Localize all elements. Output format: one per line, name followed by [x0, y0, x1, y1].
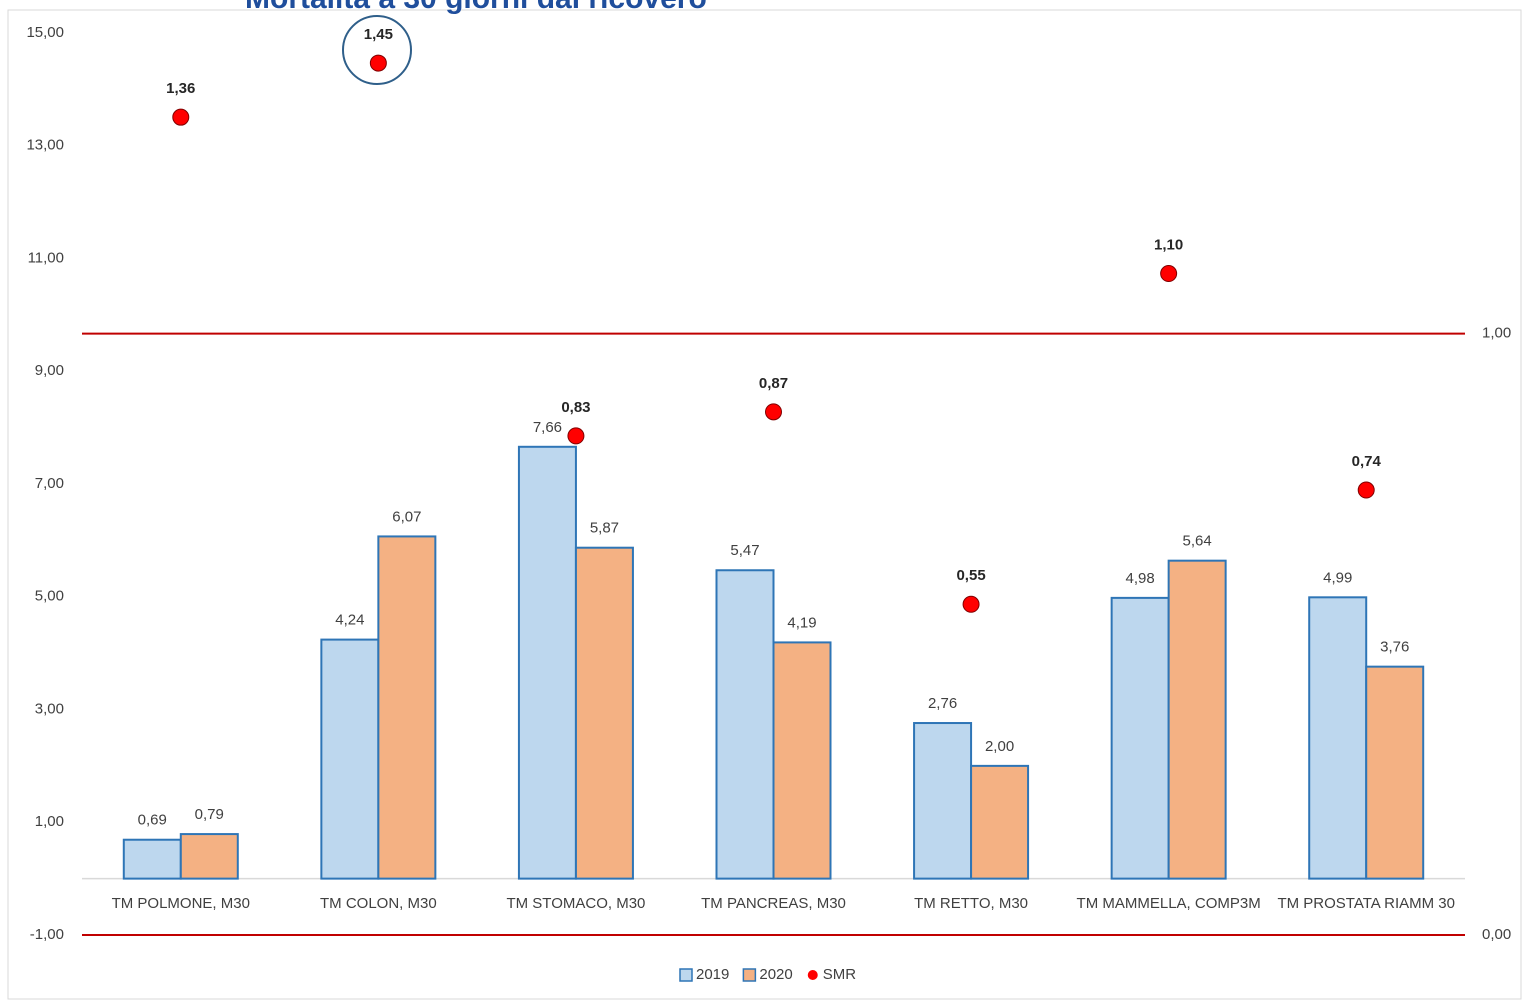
highlight-circle: [342, 15, 412, 85]
bar: [1167, 559, 1227, 880]
y-tick-label: 5,00: [35, 588, 64, 605]
y2-tick-label: 0,00: [1482, 926, 1511, 943]
bar: [574, 546, 634, 880]
bar-value-label: 4,24: [335, 612, 364, 629]
smr-point: [172, 108, 190, 126]
bar-value-label: 5,64: [1183, 533, 1212, 550]
bar: [1110, 596, 1170, 880]
smr-point: [1357, 481, 1375, 499]
bar-value-label: 4,98: [1126, 570, 1155, 587]
x-tick-label: TM STOMACO, M30: [506, 895, 645, 912]
bar: [1308, 596, 1368, 880]
bar: [772, 641, 832, 880]
legend-swatch: [679, 968, 693, 982]
bar: [377, 535, 437, 880]
x-tick-label: TM MAMMELLA, COMP3M: [1077, 895, 1261, 912]
smr-point: [765, 403, 782, 421]
bar: [715, 569, 775, 880]
legend-label: 2019: [696, 966, 729, 983]
bar: [1365, 665, 1425, 880]
legend-label: SMR: [823, 966, 857, 983]
bar: [517, 445, 577, 880]
smr-value-label: 0,83: [561, 399, 590, 416]
bar: [179, 833, 239, 880]
smr-point: [369, 54, 387, 72]
smr-value-label: 0,74: [1352, 453, 1382, 470]
x-tick-label: TM RETTO, M30: [914, 895, 1028, 912]
smr-value-label: 1,10: [1154, 237, 1183, 254]
y2-tick-label: 1,00: [1482, 325, 1511, 342]
legend-swatch: [807, 970, 818, 980]
bar-value-label: 6,07: [392, 508, 421, 525]
legend-swatch: [742, 968, 757, 982]
bar-value-label: 3,76: [1380, 639, 1409, 656]
bar-value-label: 2,76: [928, 695, 957, 712]
y-tick-label: 1,00: [35, 813, 64, 830]
bar-value-label: 5,47: [730, 542, 759, 559]
bar-value-label: 5,87: [590, 520, 619, 537]
bar-value-label: 0,79: [195, 806, 224, 823]
x-tick-label: TM PANCREAS, M30: [701, 895, 846, 912]
bar: [122, 838, 182, 880]
chart-frame: [7, 9, 1522, 1000]
y-tick-label: 13,00: [26, 137, 64, 154]
smr-point: [1160, 265, 1178, 283]
bar-value-label: 4,19: [787, 614, 816, 631]
chart-title: Mortalità a 30 giorni dal ricovero: [245, 0, 707, 15]
bar-value-label: 4,99: [1323, 569, 1352, 586]
smr-point: [567, 427, 585, 445]
smr-value-label: 0,87: [759, 375, 788, 392]
bar: [913, 722, 973, 880]
y-tick-label: 9,00: [35, 362, 64, 379]
y-tick-label: 11,00: [28, 249, 64, 266]
x-tick-label: TM POLMONE, M30: [112, 895, 250, 912]
bar: [970, 764, 1030, 880]
smr-point: [962, 595, 980, 613]
smr-value-label: 1,36: [166, 80, 195, 97]
x-tick-label: TM PROSTATA RIAMM 30: [1277, 895, 1455, 912]
smr-value-label: 1,45: [364, 26, 393, 43]
bar: [320, 638, 380, 880]
y-tick-label: 7,00: [35, 475, 64, 492]
legend-label: 2020: [759, 966, 792, 983]
y-tick-label: -1,00: [30, 926, 64, 943]
smr-value-label: 0,55: [956, 567, 985, 584]
y-tick-label: 3,00: [35, 700, 64, 717]
bar-value-label: 0,69: [138, 812, 167, 829]
bar-value-label: 2,00: [985, 738, 1014, 755]
x-tick-label: TM COLON, M30: [320, 895, 437, 912]
y-tick-label: 15,00: [26, 24, 64, 41]
bar-value-label: 7,66: [533, 419, 562, 436]
